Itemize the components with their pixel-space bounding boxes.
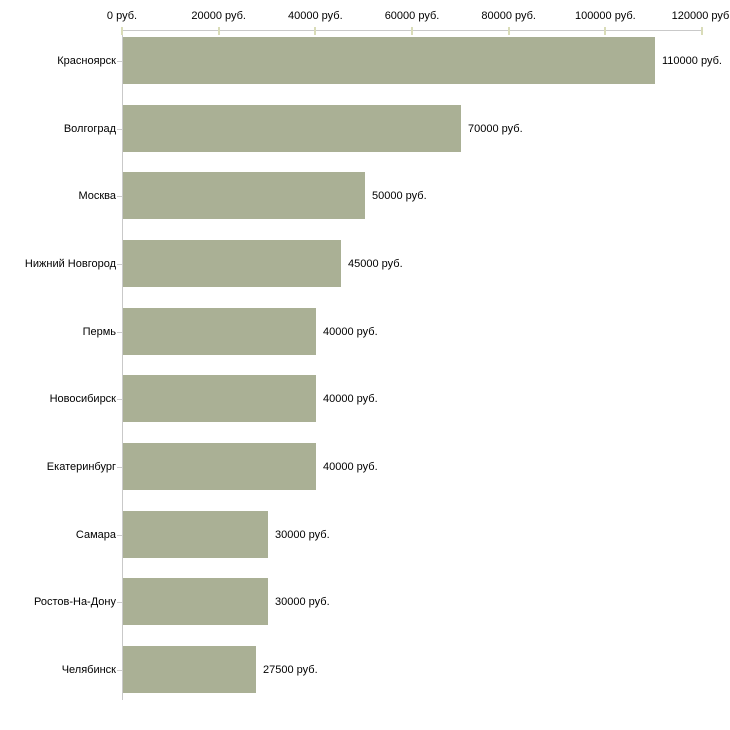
bar-8 (123, 511, 268, 558)
category-label: Екатеринбург (46, 460, 116, 473)
category-tick-mark (117, 467, 122, 468)
category-label: Ростов-На-Дону (33, 595, 116, 608)
value-label: 110000 руб. (662, 54, 722, 67)
category-label: Красноярск (57, 54, 116, 67)
bar-2 (123, 105, 461, 152)
y-axis-line (122, 30, 123, 700)
category-label: Челябинск (61, 663, 116, 676)
x-axis-tick-label: 80000 руб. (481, 10, 536, 22)
category-tick-mark (117, 535, 122, 536)
x-axis-tick-mark (604, 27, 607, 35)
x-axis-tick-label: 60000 руб. (384, 10, 440, 22)
bar-9 (123, 578, 268, 625)
value-label: 70000 руб. (468, 122, 523, 135)
x-axis-tick-mark (121, 27, 123, 35)
value-label: 40000 руб. (323, 325, 378, 338)
bar-6 (123, 375, 316, 422)
x-axis-tick-label: 0 руб. (106, 10, 138, 22)
category-tick-mark (117, 61, 122, 62)
x-axis-tick-mark (314, 27, 317, 35)
bar-7 (123, 443, 316, 490)
category-tick-mark (117, 670, 122, 671)
category-label: Самара (75, 528, 116, 541)
category-label: Новосибирск (49, 392, 116, 405)
value-label: 50000 руб. (372, 189, 427, 202)
bar-1 (123, 37, 655, 84)
value-label: 30000 руб. (275, 595, 330, 608)
category-label: Москва (78, 189, 116, 202)
value-label: 45000 руб. (348, 257, 403, 270)
category-tick-mark (117, 129, 122, 130)
value-label: 40000 руб. (323, 460, 378, 473)
category-tick-mark (117, 332, 122, 333)
x-axis-tick-label: 40000 руб. (288, 10, 343, 22)
value-label: 40000 руб. (323, 392, 378, 405)
bar-10 (123, 646, 256, 693)
category-tick-mark (117, 399, 122, 400)
value-label: 27500 руб. (263, 663, 318, 676)
x-axis-tick-label: 100000 руб. (574, 10, 636, 22)
category-tick-mark (117, 602, 122, 603)
category-tick-mark (117, 196, 122, 197)
category-label: Пермь (82, 325, 116, 338)
x-axis-tick-mark (701, 27, 703, 35)
bar-4 (123, 240, 341, 287)
x-axis-tick-mark (411, 27, 413, 35)
x-axis-tick-mark (507, 27, 510, 35)
category-label: Нижний Новгород (24, 257, 116, 270)
value-label: 30000 руб. (275, 528, 330, 541)
bar-3 (123, 172, 365, 219)
bar-5 (123, 308, 316, 355)
x-axis-tick-label: 120000 руб. (671, 10, 730, 22)
x-axis-tick-mark (217, 27, 220, 35)
category-tick-mark (117, 264, 122, 265)
category-label: Волгоград (63, 122, 116, 135)
x-axis-tick-label: 20000 руб. (191, 10, 246, 22)
